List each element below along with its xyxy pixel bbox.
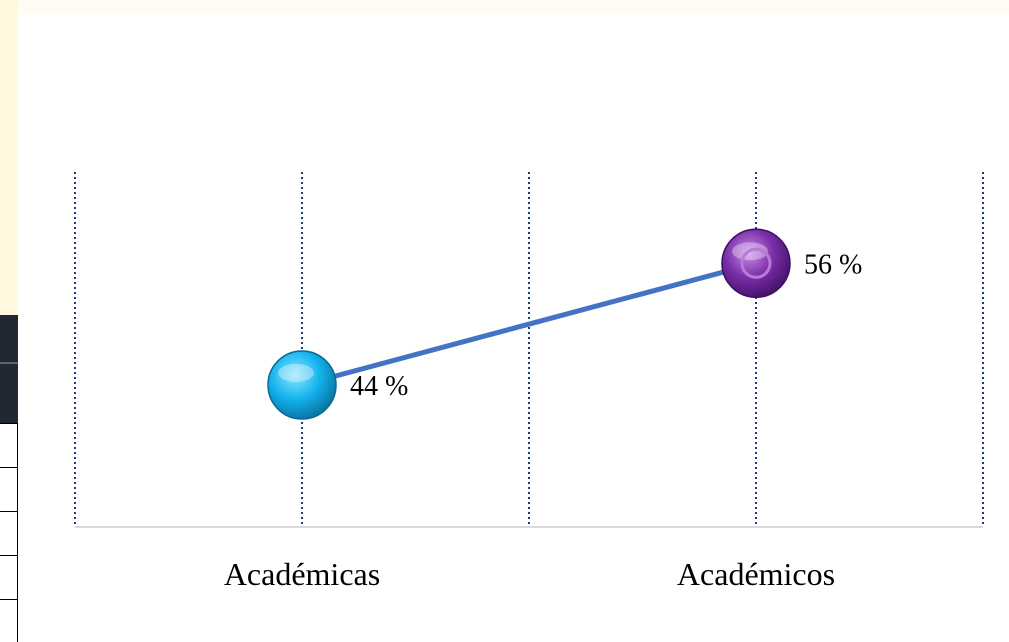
x-tick-label: Académicos [677, 556, 835, 592]
side-strip-separator [0, 362, 18, 364]
side-strip-row-line [0, 423, 18, 424]
series-line [299, 260, 759, 388]
side-strip-row-line [0, 511, 18, 512]
side-strip [0, 0, 18, 642]
data-point [267, 350, 337, 420]
side-strip-edge [17, 423, 18, 642]
x-tick-label: Académicas [224, 556, 380, 592]
side-strip-row-line [0, 467, 18, 468]
data-point-highlight [278, 364, 314, 382]
side-strip-rows [0, 423, 18, 642]
side-strip-row-line [0, 555, 18, 556]
side-strip-row-line [0, 599, 18, 600]
data-label: 56 % [804, 249, 862, 280]
data-point-ring [740, 247, 772, 279]
side-strip-dark-block [0, 315, 18, 423]
data-label: 44 % [350, 371, 408, 402]
data-point [721, 228, 791, 299]
